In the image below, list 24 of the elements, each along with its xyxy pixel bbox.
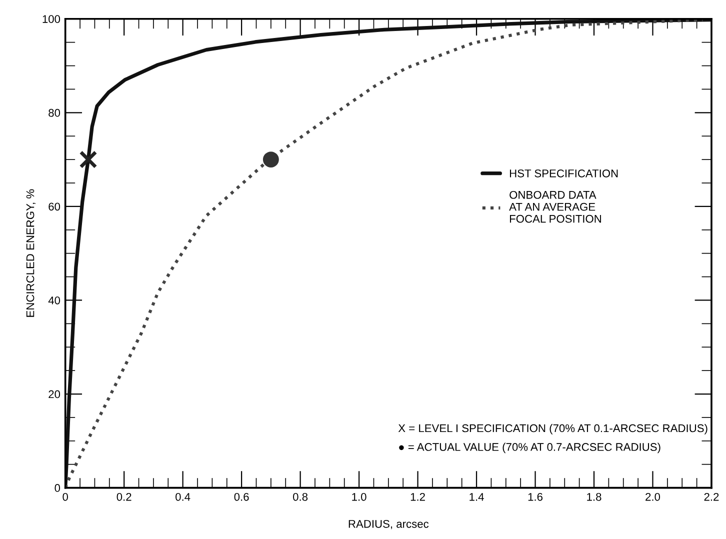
x-tick-label: 2.0 (646, 492, 660, 501)
y-tick-label: 0 (54, 484, 60, 492)
annotation: ● = ACTUAL VALUE (70% AT 0.7-ARCSEC RADIUS) (399, 442, 660, 454)
x-tick-label: 0.8 (293, 492, 308, 501)
y-tick-label: 40 (48, 296, 60, 304)
y-axis-title: ENCIRCLED ENERGY, % (26, 189, 36, 317)
x-tick-label: 1.2 (410, 492, 425, 501)
x-tick-label: 2.2 (704, 492, 719, 501)
y-tick-label: 100 (42, 15, 60, 23)
x-tick-label: 1.6 (528, 492, 542, 501)
x-axis-title: RADIUS, arcsec (348, 520, 429, 530)
y-tick-label: 20 (48, 390, 60, 398)
annotation: X = LEVEL I SPECIFICATION (70% AT 0.1-ARCSEC RADIUS) (398, 424, 708, 434)
x-tick-label: 0.4 (176, 492, 190, 501)
x-tick-label: 0 (62, 492, 68, 501)
x-tick-label: 1.0 (352, 492, 366, 501)
x-tick-label: 1.4 (470, 493, 484, 501)
x-tick-label: 0.6 (234, 492, 249, 501)
x-tick-label: 1.8 (587, 492, 602, 501)
y-tick-label: 80 (48, 108, 60, 117)
legend-label: HST SPECIFICATION (510, 169, 618, 178)
x-tick-label: 0.2 (116, 492, 132, 501)
y-tick-label: 60 (48, 202, 60, 211)
legend-label: ONBOARD DATA AT AN AVERAGE FOCAL POSITION (509, 190, 601, 223)
